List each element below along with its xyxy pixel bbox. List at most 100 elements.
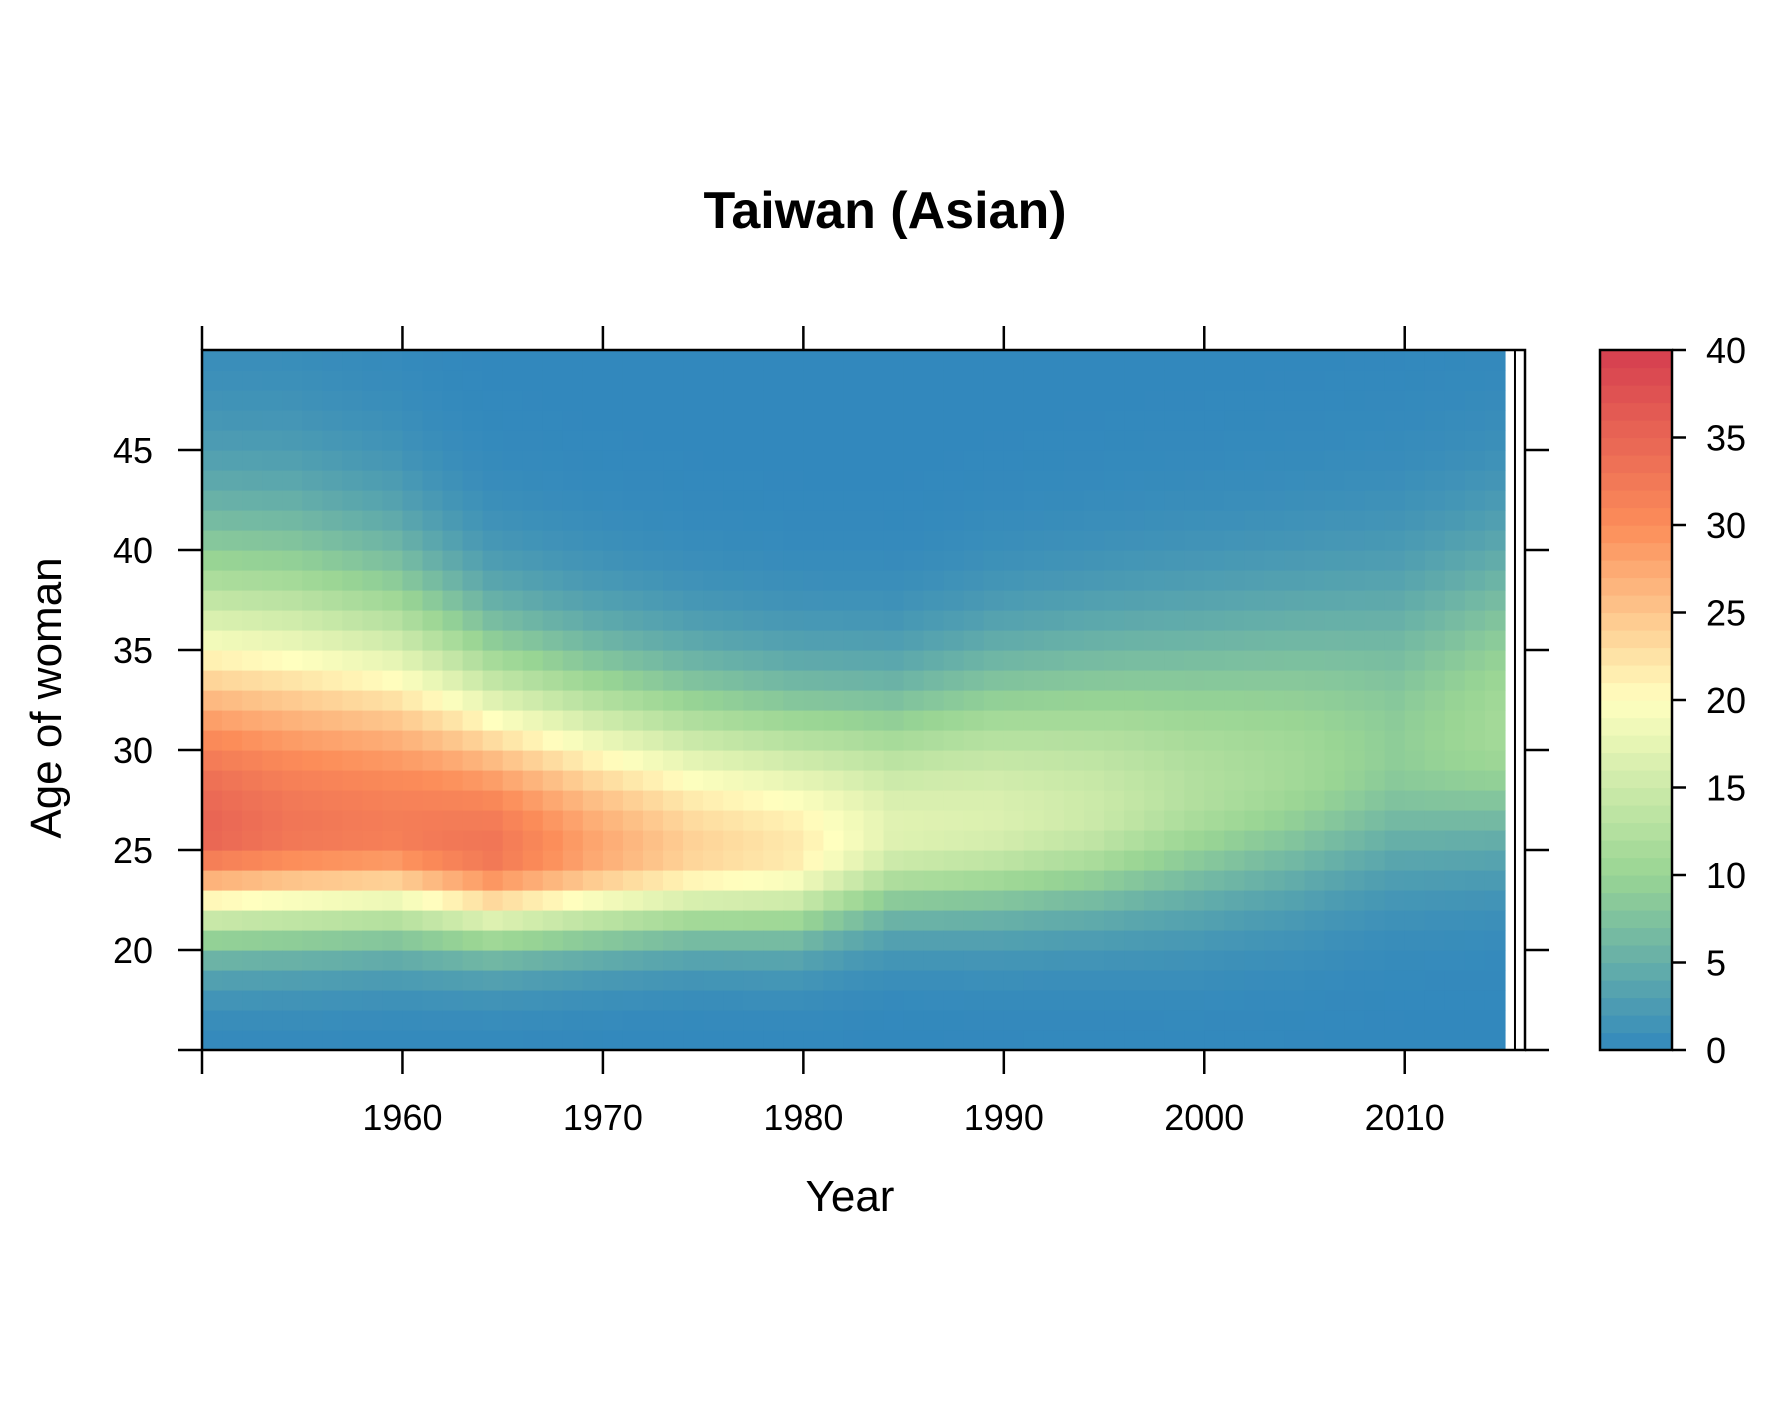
heatmap-cell [222,830,243,851]
heatmap-cell [923,410,945,431]
heatmap-cell [322,390,343,411]
heatmap-cell [963,750,985,771]
heatmap-cell [643,590,664,611]
heatmap-cell [482,450,504,471]
heatmap-cell [1063,810,1085,831]
heatmap-cell [643,830,664,851]
heatmap-cell [943,510,965,531]
heatmap-cell [1084,350,1105,371]
heatmap-cell [683,430,704,451]
heatmap-cell [1063,350,1085,371]
heatmap-cell [863,490,885,511]
heatmap-cell [903,630,925,651]
heatmap-cell [582,930,604,951]
heatmap-cell [1184,770,1205,791]
heatmap-cell [482,390,504,411]
heatmap-cell [1023,810,1045,831]
heatmap-cell [1344,730,1366,751]
heatmap-cell [803,1030,825,1051]
heatmap-cell [282,370,303,391]
heatmap-cell [1063,410,1085,431]
heatmap-cell [502,770,524,791]
heatmap-cell [282,910,303,931]
heatmap-cell [1003,790,1025,811]
heatmap-cell [763,990,784,1011]
heatmap-cell [663,730,684,751]
heatmap-cell [1043,450,1065,471]
heatmap-cell [923,850,945,871]
heatmap-cell [1344,590,1366,611]
heatmap-cell [1184,890,1205,911]
heatmap-cell [1444,870,1466,891]
heatmap-cell [703,610,724,631]
heatmap-cell [1224,950,1245,971]
heatmap-cell [643,870,664,891]
heatmap-cell [1344,890,1366,911]
heatmap-cell [823,850,845,871]
heatmap-cell [622,430,644,451]
heatmap-cell [362,970,384,991]
heatmap-cell [1424,370,1446,391]
heatmap-cell [1284,430,1306,451]
heatmap-cell [1023,610,1045,631]
heatmap-cell [1084,370,1105,391]
heatmap-cell [422,550,444,571]
heatmap-cell [1224,610,1245,631]
heatmap-cell [1384,470,1406,491]
heatmap-cell [202,530,223,551]
heatmap-cell [462,730,484,751]
heatmap-cell [1184,710,1205,731]
heatmap-cell [643,390,664,411]
heatmap-cell [843,690,865,711]
heatmap-cell [1344,950,1366,971]
heatmap-cell [1464,910,1486,931]
heatmap-cell [422,750,444,771]
heatmap-cell [442,850,464,871]
heatmap-cell [582,610,604,631]
heatmap-cell [1164,590,1185,611]
heatmap-cell [482,550,504,571]
heatmap-cell [923,470,945,491]
heatmap-cell [262,1030,283,1051]
heatmap-cell [222,750,243,771]
heatmap-cell [803,570,825,591]
heatmap-cell [783,370,804,391]
heatmap-cell [1124,1030,1145,1051]
heatmap-cell [302,970,323,991]
heatmap-cell [1424,430,1446,451]
heatmap-cell [803,430,825,451]
x-axis-label: Year [806,1172,895,1221]
heatmap-cell [743,590,764,611]
heatmap-cell [322,990,343,1011]
heatmap-cell [1124,610,1145,631]
heatmap-cell [402,930,424,951]
heatmap-cell [1484,790,1506,811]
heatmap-cell [562,350,584,371]
heatmap-cell [1244,410,1266,431]
heatmap-cell [202,910,223,931]
heatmap-cell [1144,730,1165,751]
heatmap-cell [943,670,965,691]
heatmap-cell [1264,1030,1286,1051]
heatmap-cell [222,710,243,731]
heatmap-cell [262,710,283,731]
heatmap-cell [1304,650,1326,671]
heatmap-cell [302,610,323,631]
heatmap-cell [643,450,664,471]
heatmap-cell [442,750,464,771]
heatmap-cell [1464,1030,1486,1051]
heatmap-cell [582,870,604,891]
heatmap-cell [222,970,243,991]
heatmap-cell [602,750,624,771]
heatmap-cell [1384,650,1406,671]
heatmap-cell [542,870,564,891]
heatmap-cell [442,1030,464,1051]
heatmap-cell [763,370,784,391]
heatmap-cell [1284,670,1306,691]
heatmap-cell [1124,930,1145,951]
heatmap-cell [1304,570,1326,591]
heatmap-cell [342,570,363,591]
heatmap-cell [222,590,243,611]
heatmap-cell [803,730,825,751]
heatmap-cell [983,610,1005,631]
